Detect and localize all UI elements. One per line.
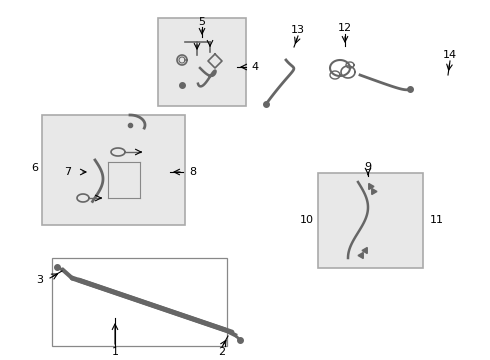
- Text: 13: 13: [291, 25, 305, 35]
- Text: 3: 3: [36, 275, 44, 285]
- Bar: [318, 173, 423, 268]
- Text: 6: 6: [31, 163, 39, 173]
- Text: 2: 2: [219, 347, 225, 357]
- Text: 11: 11: [430, 215, 444, 225]
- Text: 12: 12: [338, 23, 352, 33]
- Text: 4: 4: [251, 62, 259, 72]
- Bar: [42, 115, 185, 225]
- Text: 1: 1: [112, 347, 119, 357]
- Text: 9: 9: [365, 162, 371, 172]
- Text: 5: 5: [198, 17, 205, 27]
- Text: 10: 10: [300, 215, 314, 225]
- Text: 7: 7: [65, 167, 72, 177]
- Text: 14: 14: [443, 50, 457, 60]
- Bar: [52, 258, 227, 346]
- Bar: [158, 18, 246, 106]
- Text: 8: 8: [190, 167, 196, 177]
